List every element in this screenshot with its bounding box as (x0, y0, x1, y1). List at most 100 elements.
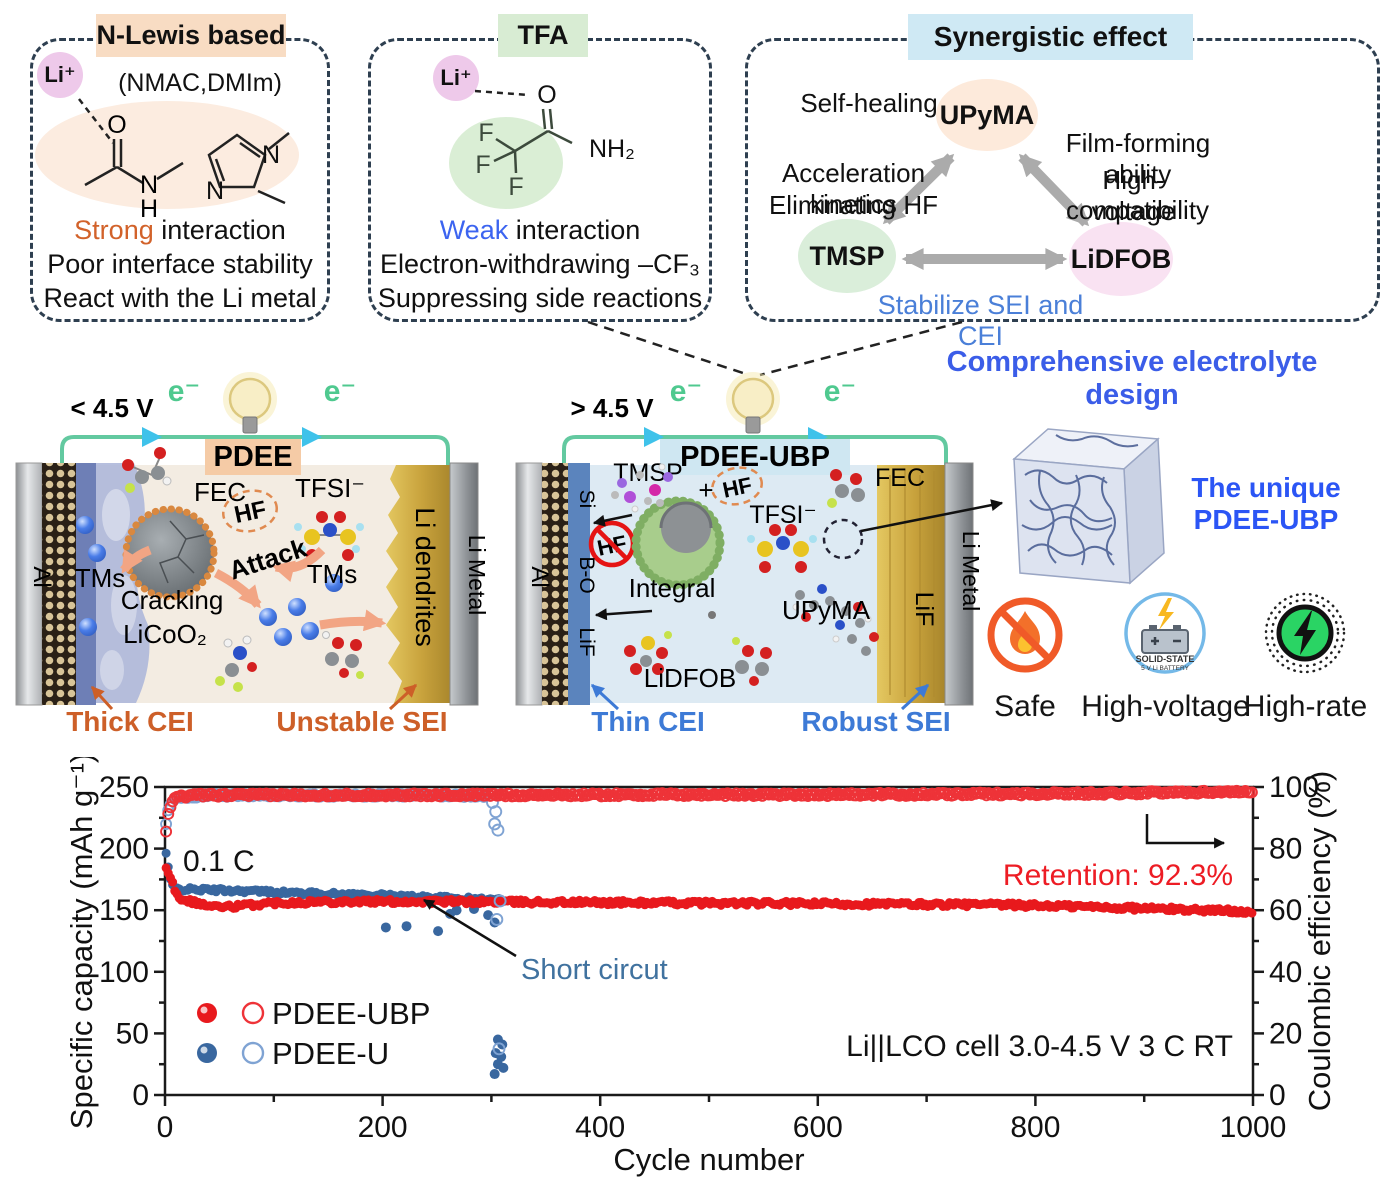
cycling-chart: 0 50 100 150 200 250 0 20 40 60 80 100 0 200 400 600 800… (0, 753, 1386, 1179)
cei-texture (111, 575, 137, 635)
synergy-compatibility: compatibility (1066, 195, 1210, 225)
synergy-arrows (882, 153, 1090, 270)
chart-text: 100 (99, 956, 149, 989)
b-o-label: B-O (575, 556, 598, 593)
chart-text: 60 (1269, 894, 1302, 927)
tfa-box: TFA Li⁺ O F F F NH₂ Weak interaction Ele… (368, 14, 712, 322)
licoo2-label: LiCoO₂ (123, 619, 207, 649)
atom-nh2: NH₂ (589, 135, 635, 163)
chart-text: 40 (1269, 956, 1302, 989)
tfa-title: TFA (498, 14, 588, 57)
design-label: Comprehensive electrolyte design (946, 346, 1318, 411)
synergy-self-healing: Self-healing (800, 88, 938, 118)
small-molecule (215, 635, 257, 692)
synergy-node-lidfob: LiDFOB (1069, 222, 1173, 296)
synergy-node-upyma: UPyMA (936, 79, 1038, 151)
robust-sei-label: Robust SEI (801, 706, 950, 737)
li-ion-badge: Li⁺ (37, 52, 83, 98)
cei-pointer-arrow (590, 683, 620, 711)
thin-cei-strip (568, 463, 590, 705)
cei-texture (100, 650, 124, 690)
li-dendrites-region (386, 465, 452, 703)
tms-label-right: TMs (307, 559, 358, 589)
nlewis-title: N-Lewis based (96, 14, 286, 57)
atom-o: O (107, 111, 126, 139)
atom-h: H (140, 195, 158, 223)
fec-label: FEC (875, 464, 925, 492)
li-metal-electrode (944, 462, 974, 706)
light-bulb-icon (228, 377, 272, 421)
chart-text: 250 (99, 771, 149, 804)
unstable-sei-label: Unstable SEI (276, 706, 447, 737)
high-voltage-label: High-voltage (1081, 690, 1250, 723)
prohibition-ring (987, 597, 1063, 673)
si-label: Si (575, 490, 598, 509)
chart-text: 400 (575, 1111, 625, 1144)
axis-ticks (154, 785, 1264, 1106)
synergy-title: Synergistic effect (908, 14, 1193, 60)
tfsi-label: TFSI⁻ (749, 501, 816, 529)
thin-cei-label: Thin CEI (591, 706, 705, 737)
cracking-label: Cracking (121, 585, 224, 615)
chart-text: 100 (1269, 771, 1319, 804)
battery-terminal (1149, 625, 1157, 631)
chart-text: Retention: 92.3% (1003, 859, 1233, 892)
chart-text: 20 (1269, 1017, 1302, 1050)
battery-terminal (1173, 625, 1181, 631)
synergy-acceleration: Acceleration kinetics (781, 158, 926, 219)
cei-pointer-arrow (90, 685, 114, 711)
dmim-molecule (207, 132, 290, 205)
al-label: Al (28, 566, 55, 587)
synergy-eliminating: Eliminating HF (768, 190, 939, 220)
electron-label: e⁻ (168, 375, 201, 408)
synergy-node-tmsp: TMSP (798, 219, 896, 293)
chart-text: 200 (358, 1111, 408, 1144)
tfa-line1: Weak interaction (371, 213, 709, 247)
small-molecule (732, 637, 772, 686)
nlewis-line1-rest: interaction (153, 215, 286, 245)
battery-body (1141, 629, 1189, 654)
voltage-label: < 4.5 V (70, 393, 154, 423)
synergy-box: Synergistic effect UPyMA TMSP LiDFOB Sel… (745, 14, 1380, 351)
zoom-arrow (860, 499, 1004, 533)
dotted-ring-outer (1264, 592, 1346, 674)
li-metal-electrode (449, 462, 479, 706)
integral-core-rim (659, 501, 713, 529)
y-axis-right-title: Coulombic efficiency (%) (1302, 771, 1337, 1112)
voltage-label: > 4.5 V (570, 393, 654, 423)
atom-f1: F (478, 119, 493, 147)
small-molecule (708, 611, 716, 619)
lidfob-molecule (624, 631, 672, 675)
circuit-wire (60, 435, 450, 477)
efficiency-axis-arrow (1145, 814, 1226, 849)
chart-text: Li||LCO cell 3.0-4.5 V 3 C RT (846, 1030, 1233, 1063)
pdee-ubp-header-bg (660, 439, 850, 475)
polymer-network-lines (1021, 434, 1139, 566)
to-cathode-arrow (592, 513, 633, 527)
li-metal-label: Li Metal (958, 531, 984, 612)
tfsi-molecule (747, 524, 817, 573)
tms-label-left: TMs (75, 563, 126, 593)
x-axis-title: Cycle number (613, 1142, 804, 1177)
li-dendrites-label: Li dendrites (410, 507, 440, 647)
chart-text: Short circut (521, 954, 668, 986)
upyma-molecules (792, 584, 879, 656)
atom-n: N (140, 171, 158, 199)
safe-feature (985, 595, 1065, 680)
safe-label: Safe (994, 690, 1056, 723)
no-fire-icon (987, 597, 1063, 673)
chart-text: PDEE-U (272, 1036, 389, 1071)
hf-badge: HF (711, 466, 763, 506)
hf-label: HF (232, 496, 269, 529)
to-cathode-arrow (594, 608, 653, 621)
dotted-ring-inner (1270, 598, 1340, 668)
bulb-base (242, 416, 258, 434)
chart-text: 200 (99, 833, 149, 866)
al-current-collector (515, 462, 543, 706)
li-metal-label: Li Metal (464, 535, 490, 616)
high-rate-label: High-rate (1243, 690, 1368, 723)
cathode-particle-layer (542, 463, 568, 705)
li-coordination-bond (474, 89, 530, 97)
bolt-glyph (1294, 611, 1316, 655)
bulb-base (745, 416, 761, 434)
